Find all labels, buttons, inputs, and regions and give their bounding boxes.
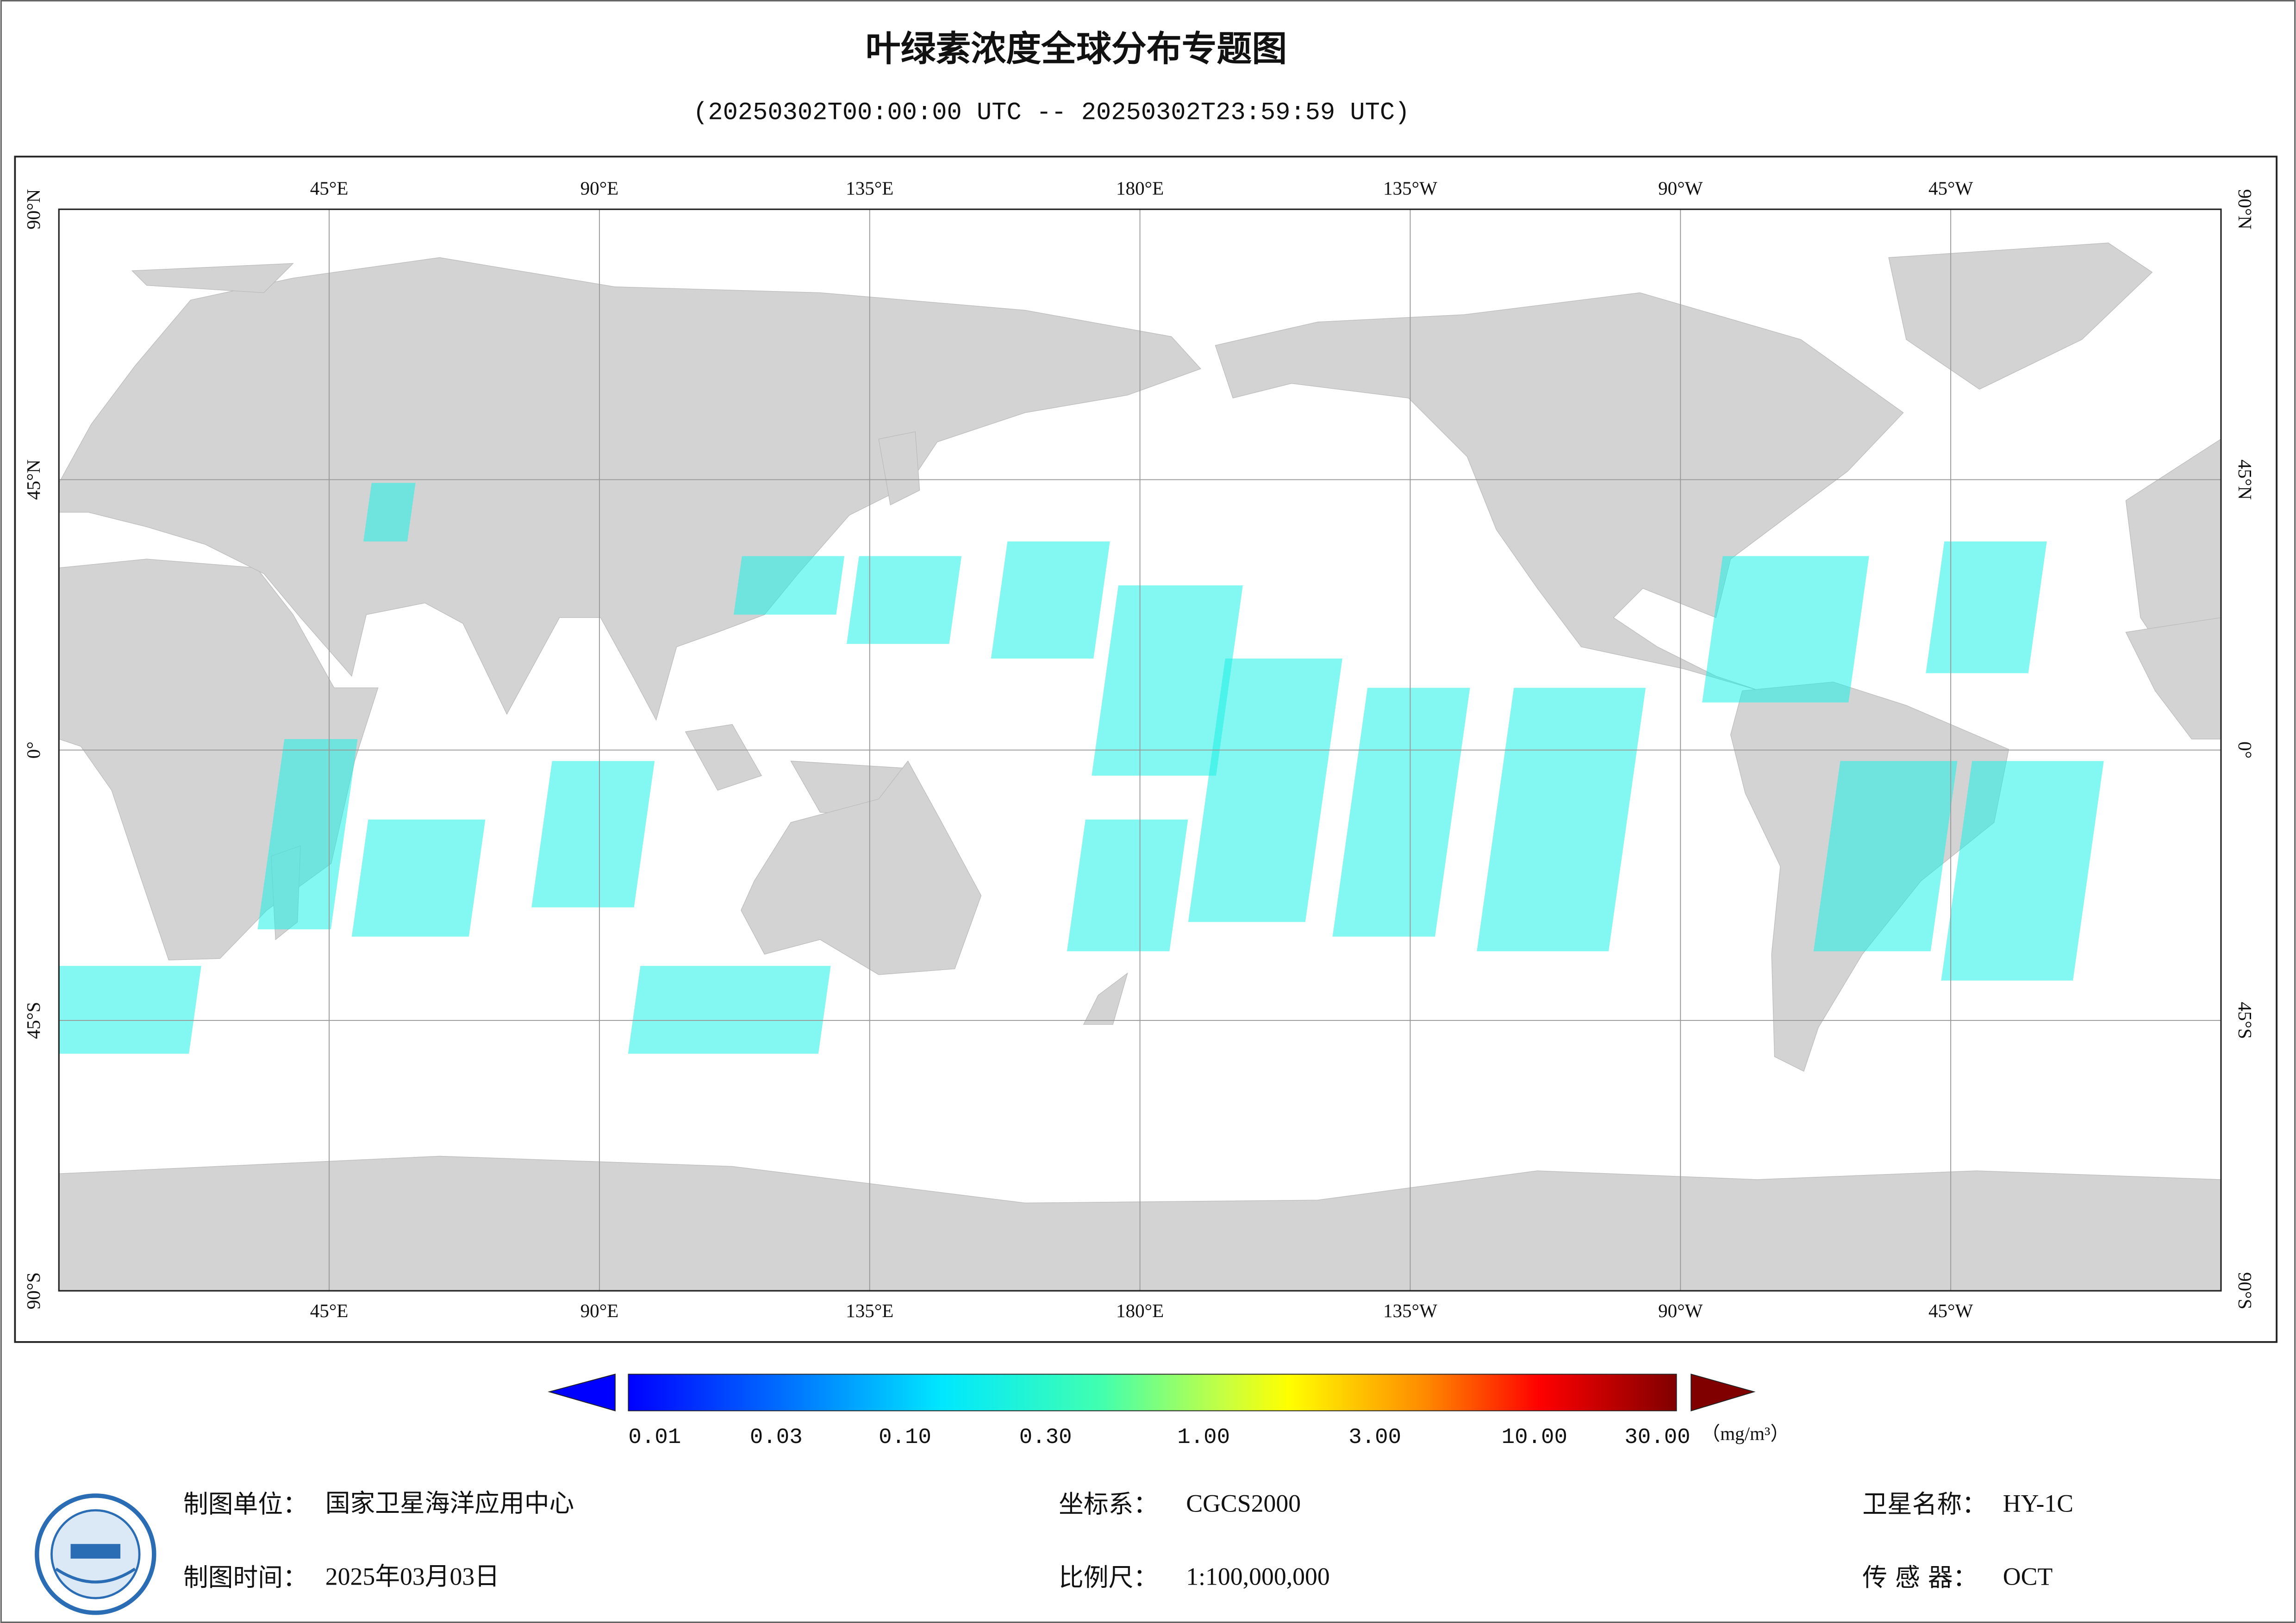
land [2125, 617, 2221, 740]
colorbar-label: 0.10 [879, 1425, 931, 1450]
lat-label: 90°N [2234, 189, 2256, 230]
lat-label: 45°N [23, 460, 44, 500]
colorbar-high-arrow [1691, 1374, 1756, 1412]
chlorophyll-swath [1702, 556, 1869, 703]
chlorophyll-swath [257, 739, 358, 930]
chlorophyll-swath [847, 556, 962, 644]
lon-label: 45°W [1928, 1300, 1973, 1321]
chlorophyll-swath [1813, 761, 1958, 951]
footer-label: 制图时间： [183, 1563, 308, 1592]
logo-satellite [70, 1544, 121, 1559]
chlorophyll-swath [531, 761, 655, 908]
chlorophyll-swath [59, 966, 201, 1054]
logo-wave [55, 1567, 136, 1584]
lat-label: 0° [23, 741, 44, 759]
land [1215, 292, 1904, 691]
lon-label: 135°W [1383, 1300, 1437, 1321]
lon-label: 135°E [846, 1300, 893, 1321]
chlorophyll-swath [1188, 659, 1342, 922]
chlorophyll-swath [628, 966, 831, 1054]
lat-label: 90°S [23, 1272, 44, 1309]
land [741, 760, 982, 975]
map-frame [14, 155, 2278, 1343]
lat-label: 45°S [2234, 1002, 2256, 1039]
chlorophyll-swath [363, 483, 416, 542]
lat-label: 45°S [23, 1002, 44, 1039]
land [1888, 243, 2153, 390]
colorbar-bar [628, 1374, 1677, 1412]
land [1083, 972, 1128, 1025]
footer-label: 传 感 器： [1862, 1563, 1978, 1592]
logo [35, 1493, 156, 1615]
footer-label: 坐标系： [1059, 1490, 1158, 1519]
lat-label: 0° [2234, 741, 2256, 759]
title: 叶绿素浓度全球分布专题图 [866, 29, 1287, 69]
lon-label: 45°E [310, 1300, 349, 1321]
colorbar-unit: （mg/m³） [1701, 1423, 1789, 1444]
land [878, 431, 920, 505]
lon-label: 135°W [1383, 178, 1437, 199]
land [685, 724, 762, 791]
footer-value: HY-1C [2003, 1489, 2073, 1517]
colorbar-label: 3.00 [1348, 1425, 1401, 1450]
colorbar-label: 0.30 [1019, 1425, 1072, 1450]
chlorophyll-swath [991, 541, 1110, 659]
chlorophyll-swath [351, 819, 486, 937]
footer-label: 比例尺： [1059, 1563, 1158, 1592]
footer-label: 制图单位： [183, 1490, 308, 1519]
lon-label: 90°W [1658, 1300, 1703, 1321]
colorbar-label: 10.00 [1502, 1425, 1567, 1450]
chlorophyll-swath [1926, 541, 2047, 673]
colorbar-label: 30.00 [1624, 1425, 1690, 1450]
footer-value: 1:100,000,000 [1186, 1562, 1330, 1590]
lon-label: 90°W [1658, 178, 1703, 199]
land [131, 263, 294, 293]
footer-value: OCT [2003, 1562, 2053, 1590]
colorbar [548, 1374, 1756, 1412]
lon-label: 45°E [310, 178, 349, 199]
footer-label: 卫星名称： [1862, 1490, 1987, 1519]
colorbar-low-arrow [548, 1374, 616, 1412]
colorbar-label: 0.03 [750, 1425, 803, 1450]
footer-value: 国家卫星海洋应用中心 [325, 1489, 574, 1517]
map-border [58, 208, 2222, 1292]
colorbar-label: 0.01 [628, 1425, 681, 1450]
lon-label: 90°E [580, 178, 619, 199]
chlorophyll-swath [1941, 761, 2104, 981]
lon-label: 180°E [1116, 1300, 1164, 1321]
lon-label: 180°E [1116, 178, 1164, 199]
lat-label: 90°N [23, 189, 44, 230]
footer-value: CGCS2000 [1186, 1489, 1301, 1517]
chlorophyll-swath [733, 556, 845, 615]
chlorophyll-swath [1092, 585, 1243, 776]
lon-label: 135°E [846, 178, 893, 199]
lat-label: 45°N [2234, 460, 2256, 500]
lon-label: 90°E [580, 1300, 619, 1321]
land [59, 257, 1201, 721]
chlorophyll-swath [1067, 819, 1188, 951]
lon-label: 45°W [1928, 178, 1973, 199]
map-area [59, 209, 2221, 1291]
footer-value: 2025年03月03日 [325, 1562, 499, 1590]
lat-label: 90°S [2234, 1272, 2256, 1309]
colorbar-label: 1.00 [1177, 1425, 1230, 1450]
subtitle: (20250302T00:00:00 UTC -- 20250302T23:59… [693, 99, 1410, 127]
chlorophyll-swath [1477, 688, 1646, 951]
